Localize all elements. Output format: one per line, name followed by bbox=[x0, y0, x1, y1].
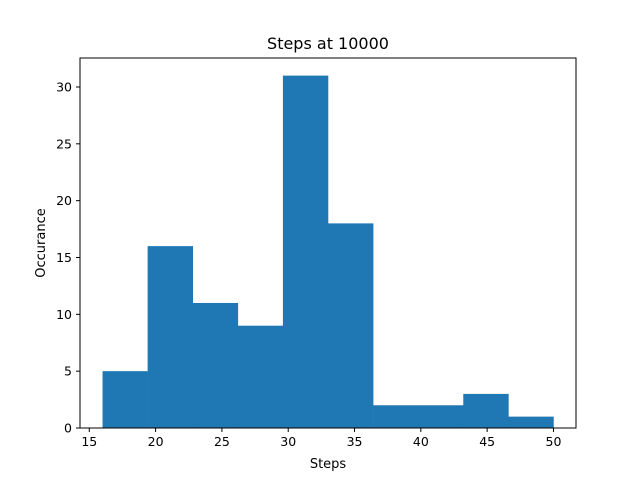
y-tick-label: 15 bbox=[56, 250, 72, 265]
x-tick-label: 40 bbox=[413, 434, 429, 449]
bars bbox=[102, 75, 554, 428]
chart-title: Steps at 10000 bbox=[267, 34, 389, 53]
x-tick-label: 35 bbox=[347, 434, 363, 449]
histogram-bar bbox=[373, 405, 419, 428]
x-tick-label: 15 bbox=[81, 434, 97, 449]
x-tick-label: 45 bbox=[479, 434, 495, 449]
x-axis-label: Steps bbox=[310, 457, 347, 472]
y-tick-label: 25 bbox=[56, 136, 72, 151]
histogram-bar bbox=[192, 302, 239, 428]
y-axis-label: Occurance bbox=[34, 208, 49, 277]
histogram-bar bbox=[463, 393, 509, 428]
histogram-bar bbox=[282, 75, 329, 428]
y-axis-ticks: 0 5 10 15 20 25 30 bbox=[56, 79, 80, 436]
y-tick-label: 20 bbox=[56, 193, 72, 208]
x-tick-label: 20 bbox=[148, 434, 164, 449]
x-tick-label: 50 bbox=[546, 434, 562, 449]
histogram-bar bbox=[237, 325, 284, 428]
y-tick-label: 30 bbox=[56, 79, 72, 94]
x-tick-label: 25 bbox=[214, 434, 230, 449]
y-tick-label: 10 bbox=[56, 307, 72, 322]
histogram-bar bbox=[147, 246, 194, 428]
histogram-bar bbox=[102, 371, 148, 428]
x-axis-ticks: 15 20 25 30 35 40 45 50 bbox=[81, 428, 561, 449]
y-tick-label: 0 bbox=[64, 421, 72, 436]
histogram-bar bbox=[508, 416, 554, 428]
x-tick-label: 30 bbox=[280, 434, 296, 449]
y-tick-label: 5 bbox=[64, 364, 72, 379]
plot-frame bbox=[79, 57, 577, 429]
histogram-bar bbox=[418, 405, 464, 428]
histogram-bar bbox=[328, 223, 374, 428]
